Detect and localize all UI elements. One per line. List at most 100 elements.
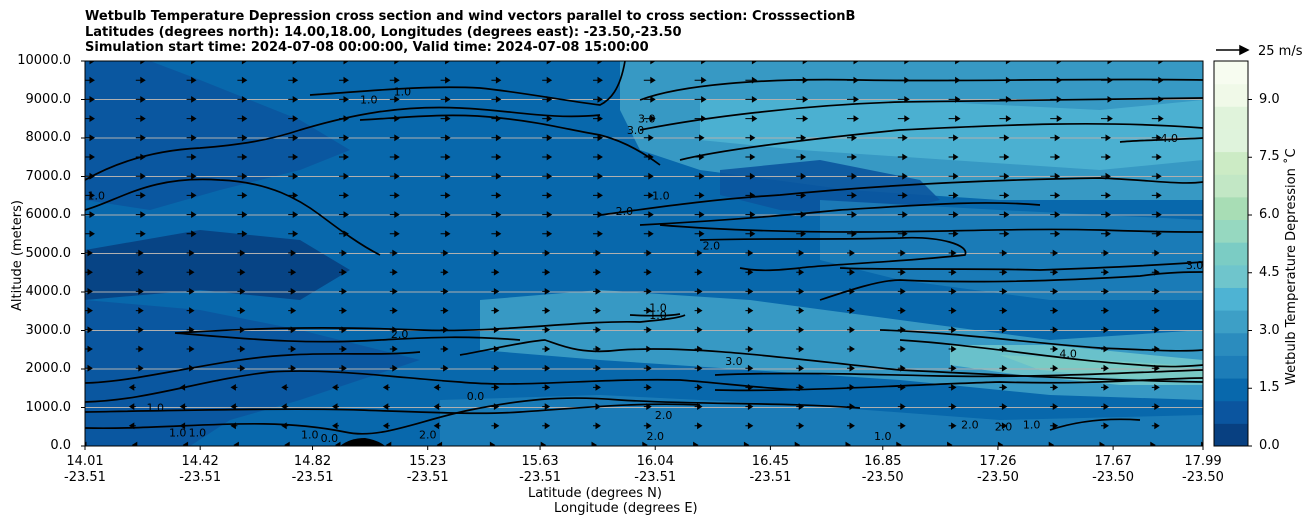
wind-vector-366: [1101, 345, 1109, 353]
wind-vector-299: [1202, 290, 1203, 292]
wind-vector-48: [135, 95, 146, 103]
contour-label-14: 3.0: [725, 355, 743, 368]
wind-vector-145: [389, 172, 400, 180]
wind-vector-168: [389, 191, 400, 199]
wind-vector-136: [1101, 153, 1111, 161]
wind-vector-135: [1050, 153, 1061, 161]
wind-vector-250: [1050, 249, 1059, 257]
wind-vector-6: [339, 61, 349, 65]
wind-vector-335: [694, 326, 703, 334]
wind-vector-221: [745, 230, 756, 238]
wind-vector-94: [135, 134, 146, 142]
wind-vector-78: [491, 115, 502, 123]
wind-vector-390: [1151, 364, 1160, 372]
wind-vector-146: [440, 172, 451, 180]
wind-vector-22: [1151, 61, 1164, 65]
wind-vector-319: [1050, 307, 1059, 315]
wind-vector-8: [440, 61, 451, 65]
wind-vector-265: [643, 268, 652, 276]
wind-vector-482: [1150, 441, 1156, 446]
x-tick-lon: -23.50: [861, 470, 904, 485]
contour-line-4: [85, 351, 421, 384]
wind-vector-348: [186, 345, 195, 353]
wind-vector-44: [1101, 76, 1113, 84]
wind-vector-102: [542, 134, 553, 142]
wind-vector-13: [694, 61, 707, 65]
wind-vector-329: [389, 326, 398, 334]
wind-vector-330: [440, 326, 449, 334]
y-axis-label: Altitude (meters): [10, 200, 25, 311]
wind-vector-46: [1202, 79, 1203, 81]
wind-vector-235: [288, 249, 297, 257]
wind-vector-196: [643, 211, 654, 219]
wind-vector-206: [1151, 211, 1162, 219]
x-tick-label-10: 17.99 -23.50: [1173, 454, 1233, 486]
wind-vector-298: [1151, 287, 1160, 295]
wind-reference-arrow: [1216, 44, 1250, 56]
x-tick-lat: 17.67: [1094, 454, 1132, 469]
contour-label-2: 1.0: [394, 86, 412, 99]
wind-vector-285: [491, 287, 500, 295]
wind-vector-110: [948, 134, 959, 142]
contour-labels: 1.01.03.03.04.01.02.01.02.03.01.01.02.03…: [87, 86, 1203, 445]
wind-vector-462: [131, 441, 138, 446]
wind-vector-38: [796, 76, 809, 84]
wind-vector-192: [440, 211, 451, 219]
reference-arrow: [1216, 44, 1250, 56]
x-tick-label-9: 17.67 -23.50: [1083, 454, 1143, 486]
x-tick-lat: 17.26: [979, 454, 1017, 469]
x-tick-lat: 16.04: [636, 454, 674, 469]
contour-label-28: 1.0: [1023, 419, 1041, 432]
wind-vector-158: [1050, 172, 1061, 180]
wind-vector-15: [796, 61, 809, 65]
colorbar-frame: [1213, 60, 1249, 447]
wind-vector-74: [288, 115, 299, 123]
contour-line-27: [629, 313, 681, 317]
wind-vector-173: [643, 191, 654, 199]
colorbar-tick-label-3: 4.5: [1259, 264, 1280, 280]
wind-reference-label: 25 m/s: [1258, 44, 1303, 59]
wind-vector-131: [847, 153, 857, 161]
wind-vector-148: [542, 172, 553, 180]
wind-vector-57: [593, 95, 603, 103]
wind-vector-464: [233, 441, 239, 446]
wind-vector-60: [745, 95, 758, 103]
x-tick-lon: -23.51: [519, 470, 562, 485]
wind-vector-357: [643, 345, 652, 353]
wind-vector-353: [440, 345, 449, 353]
wind-vector-450: [694, 422, 703, 430]
wind-vector-426: [643, 403, 652, 411]
wind-vector-218: [593, 230, 603, 238]
contour-label-21: 1.0: [301, 428, 319, 441]
wind-vector-118: [186, 153, 197, 161]
wind-vector-436: [1151, 403, 1160, 411]
wind-vector-49: [186, 95, 197, 103]
filled-contour-band-6: [720, 160, 940, 215]
wind-vector-236: [339, 249, 347, 257]
contour-line-25: [839, 261, 1203, 271]
wind-vector-111: [999, 134, 1010, 142]
wind-vector-52: [339, 95, 349, 103]
filled-contour-band-2: [85, 230, 350, 300]
wind-vector-271: [948, 268, 957, 276]
x-tick-lat: 15.23: [409, 454, 447, 469]
wind-vector-268: [796, 268, 805, 276]
wind-vector-300: [85, 307, 93, 315]
wind-vector-336: [745, 326, 754, 334]
wind-vector-234: [237, 249, 246, 257]
wind-vector-381: [694, 364, 703, 372]
contour-label-16: 0.0: [467, 390, 485, 403]
wind-vector-181: [1050, 191, 1061, 199]
wind-vector-293: [897, 287, 906, 295]
contour-line-23: [659, 224, 1203, 233]
wind-vector-273: [1050, 268, 1059, 276]
wind-vector-214: [389, 230, 400, 238]
wind-vector-412: [1101, 383, 1109, 391]
contour-line-11: [879, 329, 1203, 352]
wind-vector-445: [433, 422, 441, 430]
colorbar-segment-2: [1214, 400, 1248, 424]
wind-vector-144: [339, 172, 349, 180]
wind-vector-101: [491, 134, 502, 142]
filled-contour-band-5: [700, 100, 1203, 170]
